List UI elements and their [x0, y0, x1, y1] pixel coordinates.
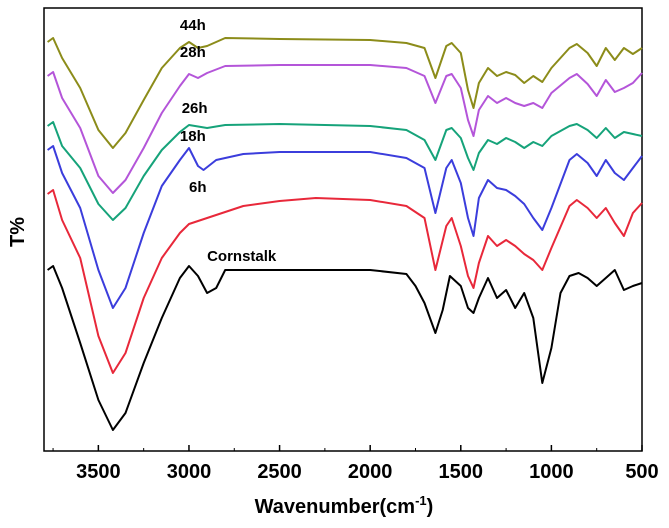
x-axis-title-main: Wavenumber(cm [255, 496, 415, 518]
plot-frame [43, 7, 643, 452]
series-line-cornstalk [47, 265, 643, 431]
series-label-cornstalk: Cornstalk [207, 248, 277, 265]
x-axis-ticks: 3500 3000 2500 2000 1500 1000 500 [52, 445, 659, 483]
series-line-26h [47, 121, 643, 221]
x-tick-label: 3000 [167, 461, 212, 483]
series-label-44h: 44h [180, 17, 206, 34]
x-tick-label: 3500 [76, 461, 121, 483]
series-label-layer: 44h 28h 26h 18h 6h Cornstalk [180, 17, 277, 265]
series-line-28h [47, 64, 643, 194]
y-axis-title: T% [7, 217, 29, 247]
series-label-26h: 26h [182, 100, 208, 117]
x-tick-label: 1500 [439, 461, 484, 483]
series-label-6h: 6h [189, 179, 207, 196]
series-line-6h [47, 189, 643, 374]
x-tick-label: 500 [625, 461, 658, 483]
x-tick-label: 2000 [348, 461, 393, 483]
x-tick-label: 1000 [529, 461, 574, 483]
series-label-18h: 18h [180, 128, 206, 145]
x-axis-title-sup: -1 [415, 493, 427, 508]
series-line-44h [47, 37, 643, 149]
series-line-18h [47, 145, 643, 309]
x-axis-title-close: ) [427, 496, 434, 518]
series-label-28h: 28h [180, 44, 206, 61]
x-axis-title: Wavenumber(cm-1) [255, 493, 434, 518]
x-tick-label: 2500 [257, 461, 302, 483]
series-layer [47, 37, 643, 431]
